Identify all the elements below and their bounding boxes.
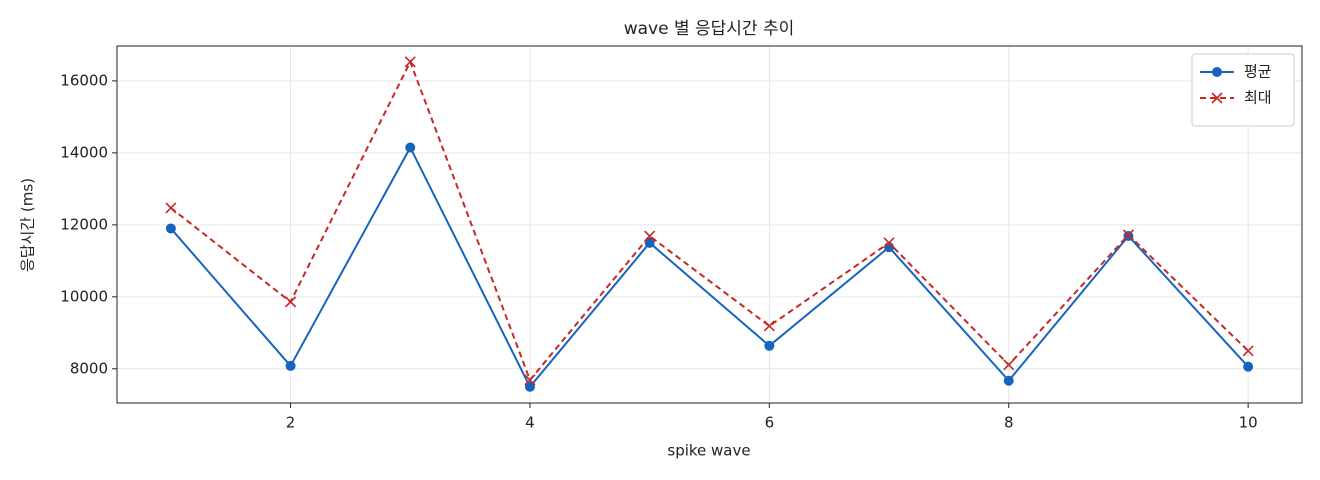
point [165, 223, 176, 234]
series-line [170, 145, 1249, 389]
x-tick-label: 10 [1239, 414, 1258, 432]
point [883, 237, 895, 249]
point [524, 374, 536, 386]
y-tick-label: 10000 [60, 287, 108, 305]
point [1003, 375, 1014, 386]
point [764, 340, 775, 351]
legend-label: 최대 [1244, 89, 1272, 107]
x-tick-label: 2 [286, 414, 296, 432]
legend-label: 평균 [1244, 63, 1272, 81]
point [1003, 359, 1015, 371]
y-tick-label: 12000 [60, 215, 108, 233]
chart-title: wave 별 응답시간 추이 [624, 19, 795, 39]
point [405, 142, 416, 153]
legend-marker [1212, 67, 1222, 77]
x-axis-label: spike wave [667, 442, 750, 460]
x-tick-label: 8 [1004, 414, 1014, 432]
x-tick-label: 4 [525, 414, 535, 432]
plot-frame [116, 45, 1303, 404]
x-tick-label: 6 [765, 414, 775, 432]
point [165, 202, 177, 214]
series-line [170, 59, 1249, 382]
point [1122, 229, 1135, 241]
y-tick-label: 16000 [60, 71, 108, 89]
point [285, 360, 296, 371]
legend-box [1191, 53, 1295, 127]
point [404, 56, 416, 68]
point [1242, 345, 1254, 357]
point [284, 296, 297, 308]
point [1243, 361, 1254, 372]
point [524, 381, 535, 392]
y-tick-label: 8000 [70, 359, 108, 377]
y-axis-label: 응답시간 (ms) [19, 178, 37, 272]
point [763, 320, 775, 332]
point [644, 230, 656, 242]
legend-marker [1211, 92, 1223, 104]
y-tick-label: 14000 [60, 143, 108, 161]
